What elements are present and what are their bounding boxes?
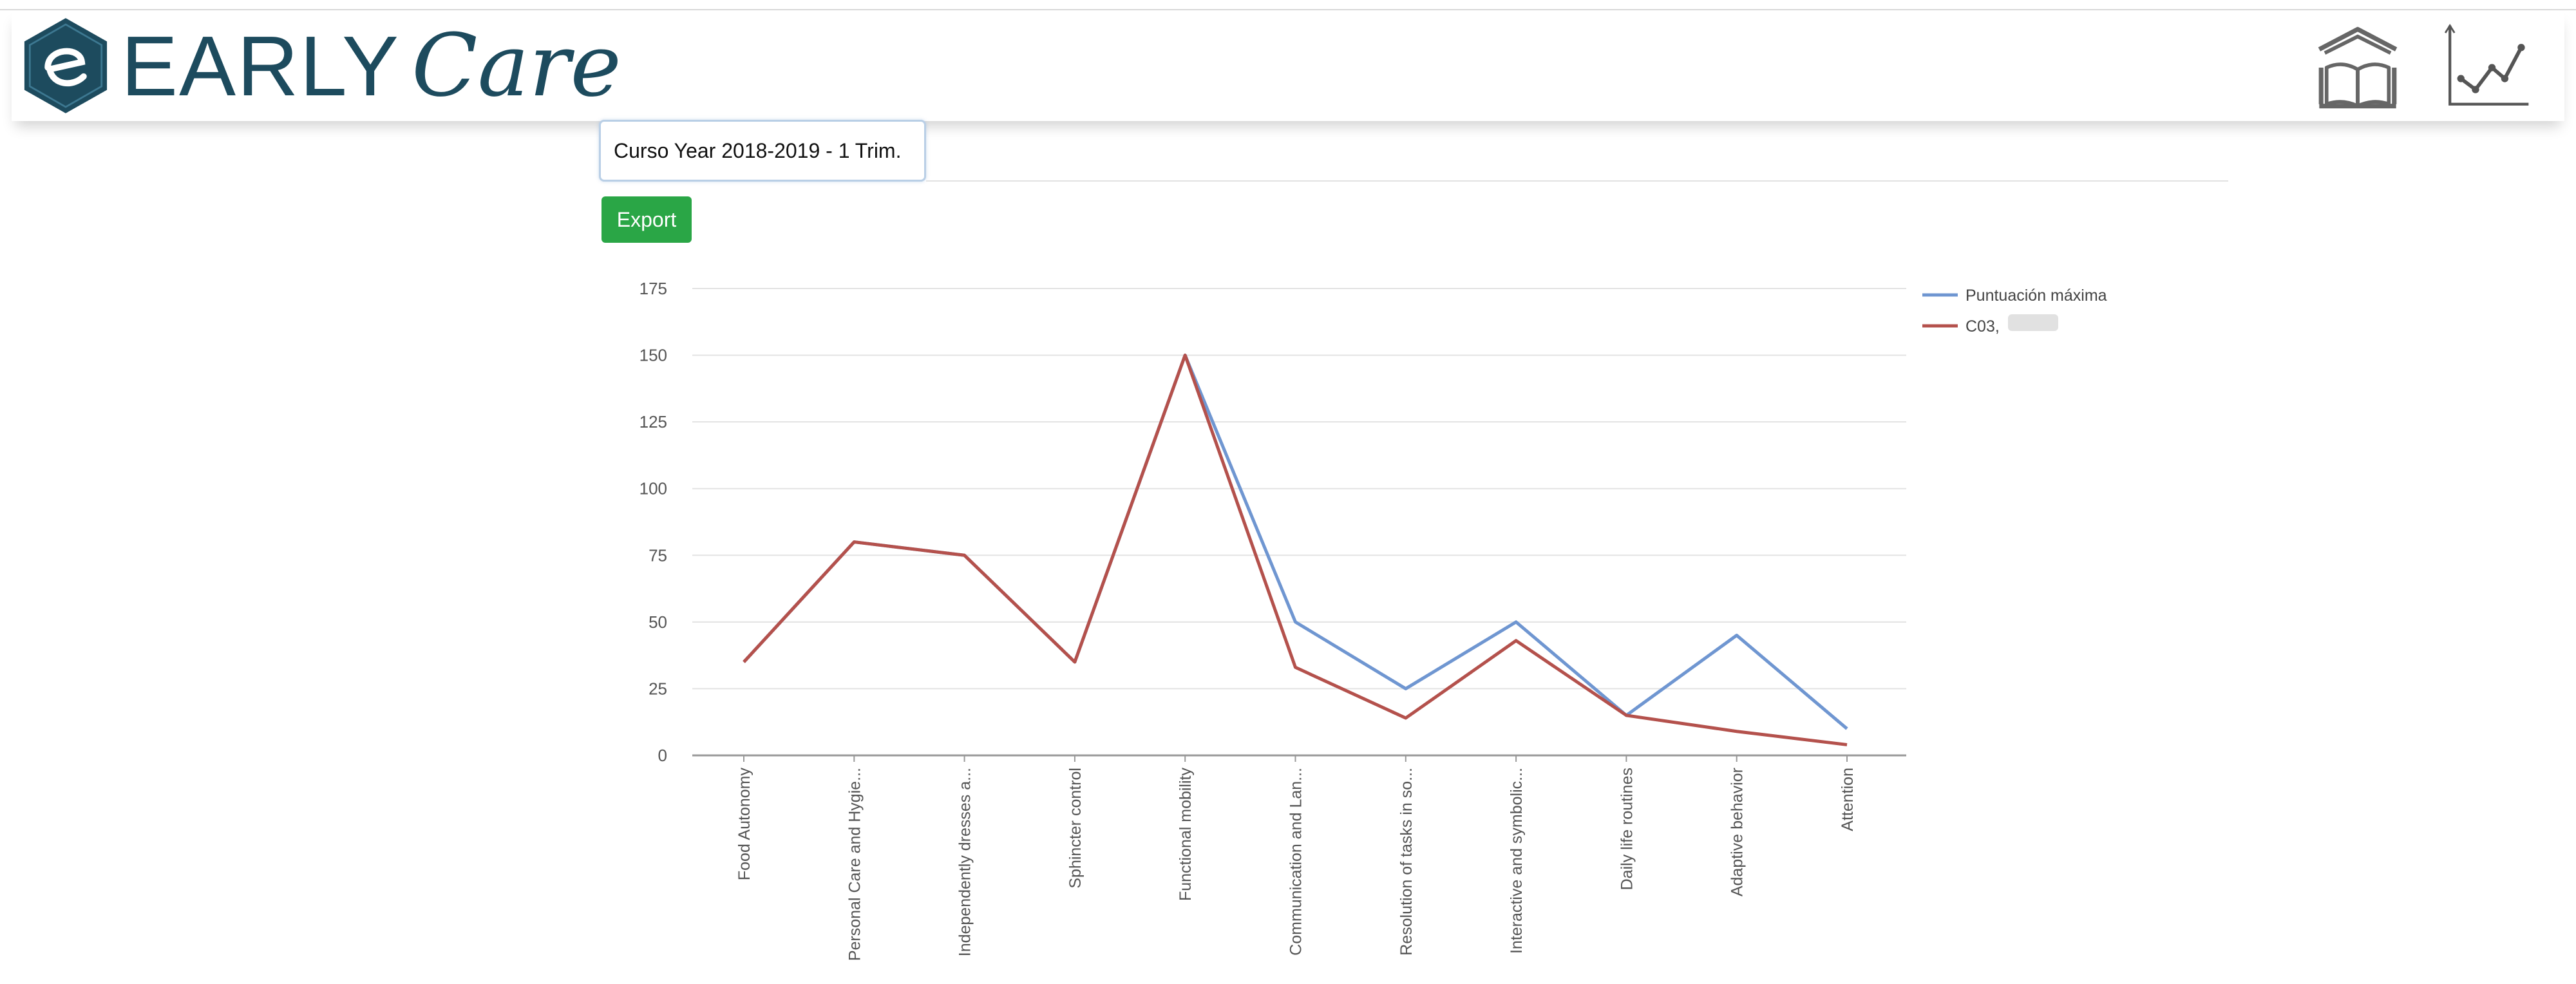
x-tick-label: Sphincter control bbox=[1066, 768, 1084, 889]
y-tick-label: 50 bbox=[649, 612, 667, 632]
y-tick-label: 125 bbox=[639, 412, 667, 431]
brand-suffix: Care bbox=[412, 15, 621, 116]
x-tick-label: Functional mobility bbox=[1177, 768, 1195, 902]
x-tick-label: Independently dresses a... bbox=[956, 768, 974, 956]
export-button[interactable]: Export bbox=[601, 196, 692, 243]
x-tick-label: Daily life routines bbox=[1618, 768, 1636, 890]
line-chart-icon[interactable] bbox=[2439, 22, 2533, 113]
brand-name: EARLY Care bbox=[121, 23, 621, 109]
y-tick-label: 100 bbox=[639, 479, 667, 498]
blurred-name bbox=[2008, 314, 2058, 331]
y-tick-label: 175 bbox=[639, 279, 667, 298]
series-line-2[interactable] bbox=[743, 354, 1848, 746]
app-header: EARLY Care bbox=[12, 10, 2564, 121]
legend-label[interactable]: C03, bbox=[1965, 317, 2000, 336]
y-tick-label: 25 bbox=[649, 679, 667, 698]
x-tick-label: Personal Care and Hygie... bbox=[846, 768, 864, 961]
filter-divider bbox=[926, 180, 2228, 182]
x-tick-label: Adaptive behavior bbox=[1728, 768, 1747, 896]
x-tick-label: Attention bbox=[1839, 768, 1857, 831]
x-tick-label: Communication and Lan... bbox=[1287, 768, 1305, 956]
top-border bbox=[0, 9, 2576, 10]
app-logo[interactable]: EARLY Care bbox=[21, 13, 621, 118]
home-library-icon[interactable] bbox=[2311, 22, 2405, 113]
y-tick-label: 75 bbox=[649, 545, 667, 565]
y-tick-label: 150 bbox=[639, 346, 667, 365]
x-tick-label: Food Autonomy bbox=[735, 768, 753, 881]
brand-prefix: EARLY bbox=[121, 19, 401, 113]
y-tick-label: 0 bbox=[658, 746, 667, 765]
x-tick-label: Resolution of tasks in so... bbox=[1397, 768, 1416, 956]
period-select[interactable]: Curso Year 2018-2019 - 1 Trim. bbox=[599, 120, 926, 182]
legend-label[interactable]: Puntuación máxima bbox=[1965, 287, 2107, 305]
period-select-value: Curso Year 2018-2019 - 1 Trim. bbox=[614, 138, 902, 162]
series-line-1[interactable] bbox=[743, 354, 1848, 730]
logo-hexagon-icon bbox=[24, 18, 108, 113]
x-tick-label: Interactive and symbolic... bbox=[1508, 768, 1526, 954]
